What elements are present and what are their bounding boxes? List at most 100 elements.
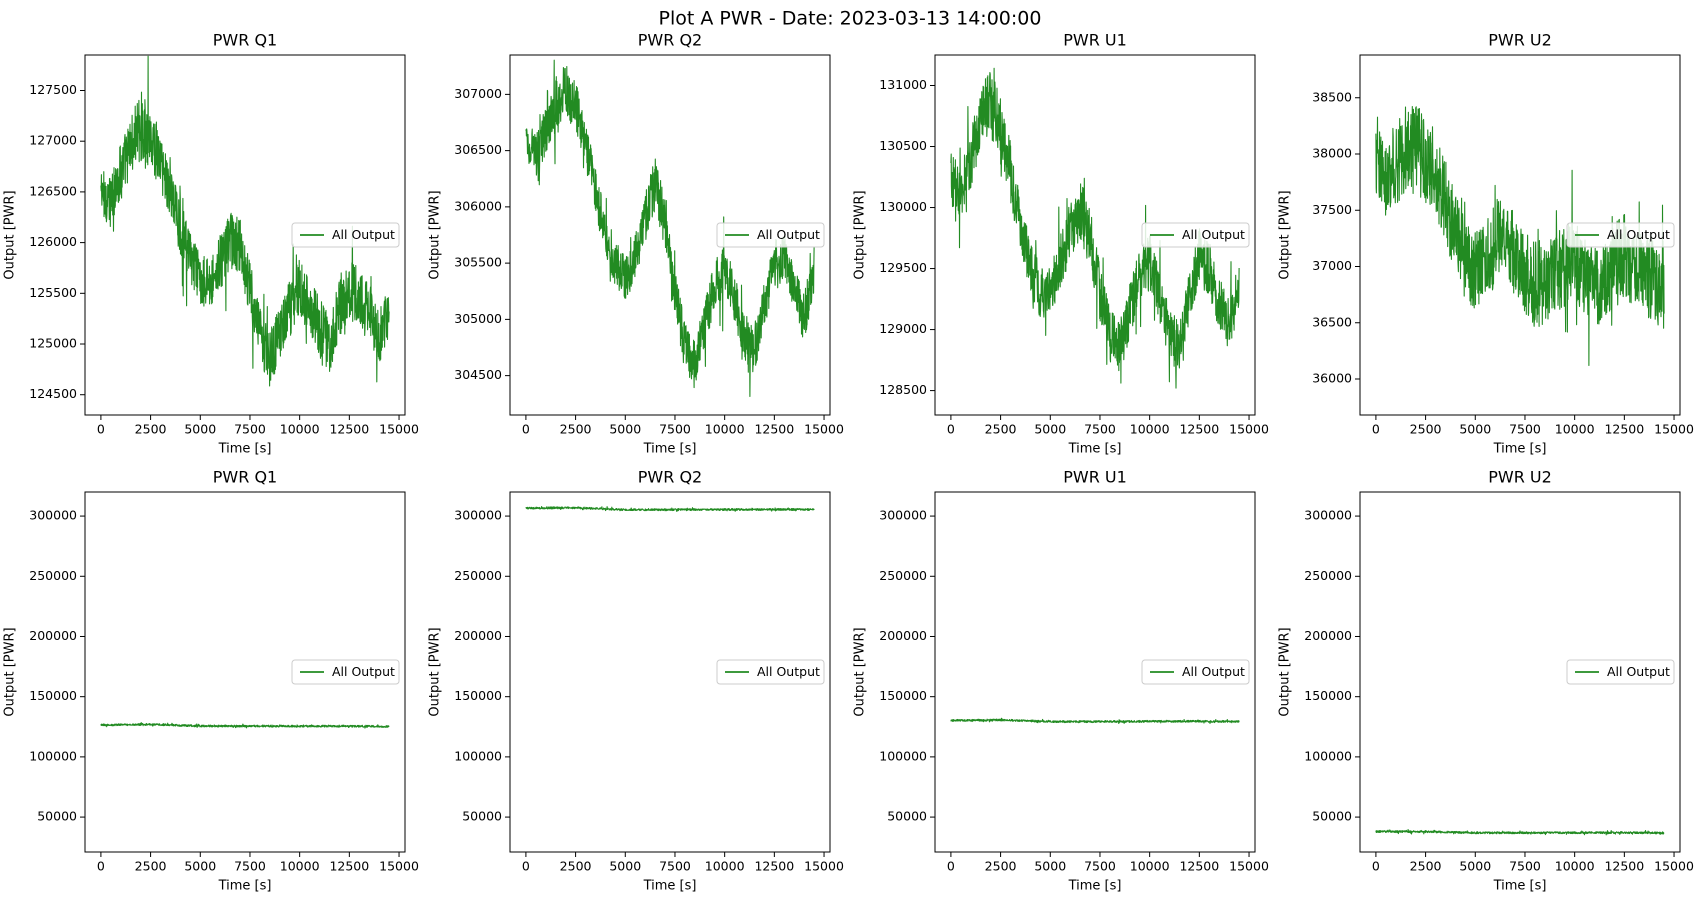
x-tick-label: 15000 [1654,859,1694,874]
x-tick-label: 0 [97,859,105,874]
x-tick-label: 10000 [1555,859,1595,874]
x-axis-label: Time [s] [1493,442,1547,457]
legend-label: All Output [1182,227,1245,242]
y-tick-label: 36500 [1312,314,1352,329]
x-axis-label: Time [s] [218,879,272,894]
axes-frame [84,54,406,416]
x-tick-label: 12500 [1604,859,1644,874]
x-tick-label: 15000 [1229,422,1269,437]
x-axis-label: Time [s] [643,879,697,894]
y-axis-label: Output [PWR] [3,190,18,279]
subplot-1: PWR Q1 0 2500 5000 7500 10000 12500 15000 124500… [3,31,419,457]
y-axis-label: Output [PWR] [428,190,443,279]
legend-label: All Output [332,227,395,242]
subplot-8: PWR U2 0 2500 5000 7500 10000 12500 15000 50000 1… [1278,468,1694,894]
y-tick-label: 200000 [454,628,502,643]
y-tick-label: 250000 [1304,568,1352,583]
y-axis-label: Output [PWR] [3,627,18,716]
x-tick-label: 5000 [184,859,216,874]
subplot-title: PWR Q2 [638,468,702,487]
y-tick-label: 127500 [29,82,77,97]
subplot-5: PWR Q1 0 2500 5000 7500 10000 12500 15000 50000 1… [3,468,419,894]
y-tick-label: 300000 [454,508,502,523]
x-tick-label: 15000 [379,422,419,437]
x-tick-label: 5000 [1034,422,1066,437]
x-tick-label: 10000 [280,422,320,437]
x-tick-label: 7500 [234,422,266,437]
x-tick-label: 7500 [1084,859,1116,874]
x-tick-label: 5000 [609,859,641,874]
subplot-grid: PWR Q1 0 2500 5000 7500 10000 12500 15000 124500… [3,31,1694,894]
y-axis-label: Output [PWR] [1278,190,1293,279]
y-axis-label: Output [PWR] [853,627,868,716]
x-axis-label: Time [s] [1068,442,1122,457]
x-tick-label: 0 [1372,422,1380,437]
y-tick-label: 130500 [879,138,927,153]
y-tick-label: 200000 [879,628,927,643]
x-tick-label: 7500 [1084,422,1116,437]
subplot-6: PWR Q2 0 2500 5000 7500 10000 12500 15000 50000 1… [428,468,844,894]
x-tick-label: 0 [97,422,105,437]
x-tick-label: 10000 [1555,422,1595,437]
axes-frame [1359,491,1681,853]
subplot-3: PWR U1 0 2500 5000 7500 10000 12500 15000 128500… [853,31,1269,457]
x-tick-label: 10000 [280,859,320,874]
series-line-all-output [950,67,1240,389]
y-tick-label: 300000 [1304,508,1352,523]
x-tick-label: 2500 [560,422,592,437]
x-tick-label: 2500 [560,859,592,874]
legend-box [291,222,400,248]
series-line-all-output [100,722,390,729]
x-tick-label: 10000 [1130,859,1170,874]
y-tick-label: 307000 [454,86,502,101]
x-tick-label: 5000 [1034,859,1066,874]
y-tick-label: 126500 [29,183,77,198]
y-tick-label: 150000 [454,688,502,703]
subplot-title: PWR Q2 [638,31,702,50]
y-tick-label: 50000 [887,809,927,824]
series-line-all-output [100,55,390,387]
x-tick-label: 7500 [234,859,266,874]
legend-box [1566,659,1675,685]
axes-frame [509,491,831,853]
y-tick-label: 128500 [879,382,927,397]
x-tick-label: 12500 [329,422,369,437]
legend-label: All Output [1607,664,1670,679]
y-tick-label: 50000 [1312,809,1352,824]
x-tick-label: 10000 [1130,422,1170,437]
legend: All Output [1141,659,1250,685]
y-tick-label: 200000 [29,628,77,643]
x-tick-label: 0 [522,422,530,437]
legend-box [716,222,825,248]
y-tick-label: 131000 [879,77,927,92]
legend-box [1566,222,1675,248]
y-tick-label: 306500 [454,142,502,157]
y-tick-label: 125500 [29,285,77,300]
y-tick-label: 100000 [879,748,927,763]
y-tick-label: 36000 [1312,371,1352,386]
x-tick-label: 5000 [609,422,641,437]
y-tick-label: 126000 [29,234,77,249]
subplot-title: PWR U2 [1488,31,1552,50]
legend-box [716,659,825,685]
x-axis-label: Time [s] [1493,879,1547,894]
legend-box [291,659,400,685]
y-tick-label: 304500 [454,367,502,382]
x-tick-label: 15000 [804,422,844,437]
subplot-title: PWR U2 [1488,468,1552,487]
legend-label: All Output [757,227,820,242]
axes-frame [509,54,831,416]
legend-box [1141,222,1250,248]
y-tick-label: 37000 [1312,258,1352,273]
x-tick-label: 12500 [329,859,369,874]
y-tick-label: 129000 [879,321,927,336]
series-line-all-output [950,717,1240,725]
figure-title: Plot A PWR - Date: 2023-03-13 14:00:00 [659,8,1042,30]
axes-frame [1359,54,1681,416]
x-tick-label: 12500 [1179,859,1219,874]
subplot-title: PWR Q1 [213,468,277,487]
x-tick-label: 2500 [1410,859,1442,874]
x-tick-label: 7500 [659,859,691,874]
x-tick-label: 5000 [1459,859,1491,874]
